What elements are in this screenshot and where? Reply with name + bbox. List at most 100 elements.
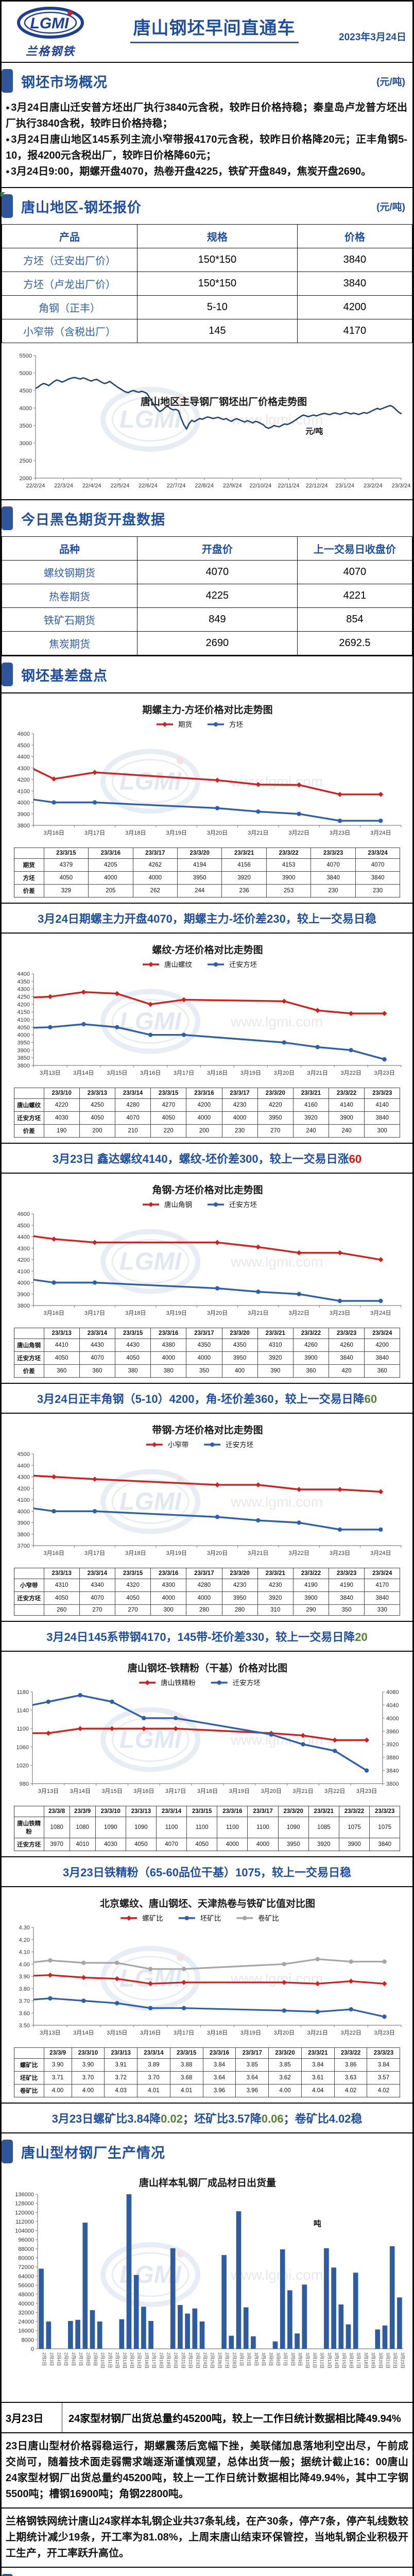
svg-text:4040: 4040 [386, 1702, 399, 1708]
svg-text:3月20日: 3月20日 [378, 2352, 383, 2368]
section-market-overview: 钢坯市场概况 (元/吨) ●3月24日唐山迁安普方坯出厂执行3840元含税，较昨… [2, 62, 412, 187]
svg-text:3月19日: 3月19日 [166, 1310, 186, 1316]
svg-text:3月20日: 3月20日 [261, 1788, 281, 1794]
svg-text:2月5日: 2月5日 [64, 2352, 69, 2366]
svg-text:22/2/24: 22/2/24 [26, 483, 45, 489]
svg-text:4400: 4400 [18, 1463, 30, 1469]
unit-label: (元/吨) [376, 199, 405, 213]
svg-text:4400: 4400 [18, 971, 30, 977]
svg-text:3月13日: 3月13日 [40, 2030, 60, 2036]
svg-text:4100: 4100 [18, 1017, 30, 1023]
svg-text:4500: 4500 [18, 742, 30, 749]
date-header: 23/3/20 [269, 2048, 302, 2059]
date-header: 23/3/20 [257, 1088, 293, 1099]
svg-text:4.10: 4.10 [19, 1950, 30, 1956]
column-header: 开盘价 [137, 537, 298, 561]
date-header: 23/3/9 [44, 2048, 72, 2059]
svg-text:3月23日: 3月23日 [400, 2352, 405, 2368]
svg-text:4100: 4100 [18, 788, 30, 794]
date-header: 23/3/15 [170, 2048, 203, 2059]
date-header: 23/3/17 [186, 1568, 222, 1579]
svg-text:3月22日: 3月22日 [288, 1550, 309, 1556]
date-header: 23/3/16 [217, 1806, 248, 1817]
svg-text:3月21日: 3月21日 [248, 830, 268, 836]
section-tab-icon [2, 2140, 13, 2163]
svg-text:3月21日: 3月21日 [292, 1788, 313, 1794]
svg-text:8000: 8000 [22, 2337, 34, 2343]
svg-text:3月19日: 3月19日 [240, 1070, 261, 1076]
svg-text:迁安方坯: 迁安方坯 [229, 961, 257, 969]
svg-text:3月18日: 3月18日 [207, 1070, 228, 1076]
svg-text:3月4日: 3月4日 [261, 2352, 266, 2366]
date-header: 23/3/21 [257, 1328, 293, 1339]
svg-text:2月12日: 2月12日 [115, 2352, 120, 2368]
production-paragraph-1: 23日唐山型材价格弱稳运行，期螺震荡后宽幅下挫，美联储加息落地利空出尽，午前成交… [2, 2432, 412, 2507]
svg-text:4.30: 4.30 [19, 1925, 30, 1931]
svg-text:3840: 3840 [386, 1768, 399, 1774]
chart-title: 角钢-方坯价格对比走势图 [152, 1184, 263, 1196]
section-title: 今日黑色期货开盘数据 [21, 509, 165, 529]
svg-text:4300: 4300 [18, 1246, 30, 1252]
svg-text:2月10日: 2月10日 [100, 2352, 106, 2368]
svg-text:3月14日: 3月14日 [334, 2352, 339, 2368]
svg-text:4500: 4500 [18, 1451, 30, 1458]
svg-text:3800: 3800 [386, 1781, 399, 1787]
svg-text:3月20日: 3月20日 [274, 1070, 295, 1076]
svg-text:128000: 128000 [15, 2201, 34, 2207]
svg-text:3月22日: 3月22日 [340, 1070, 361, 1076]
svg-text:4250: 4250 [18, 994, 30, 1001]
svg-text:2月9日: 2月9日 [93, 2352, 98, 2366]
date-header: 23/3/22 [266, 848, 310, 859]
svg-text:3月15日: 3月15日 [341, 2352, 347, 2368]
svg-text:23/1/24: 23/1/24 [335, 483, 354, 489]
svg-text:4200: 4200 [18, 1002, 30, 1008]
svg-text:3月23日: 3月23日 [330, 1550, 350, 1556]
svg-text:112000: 112000 [15, 2219, 34, 2225]
svg-text:www.lgmi.com: www.lgmi.com [230, 1014, 323, 1030]
svg-text:2月21日: 2月21日 [181, 2352, 186, 2368]
bullet-item: ●3月24日9:00，期螺开盘4070，热卷开盘4225，铁矿开盘849，焦炭开… [6, 164, 407, 180]
svg-text:22/4/24: 22/4/24 [82, 483, 101, 489]
svg-text:2000: 2000 [20, 476, 32, 482]
date-header: 23/3/21 [308, 1806, 339, 1817]
date-header: 23/3/16 [151, 1568, 186, 1579]
svg-text:3800: 3800 [18, 823, 30, 829]
svg-text:迁安方坯: 迁安方坯 [226, 1441, 253, 1449]
date-header: 23/3/15 [115, 1568, 150, 1579]
date-header: 23/3/15 [187, 1806, 217, 1817]
svg-text:小窄带: 小窄带 [168, 1440, 189, 1449]
section-tab-icon [2, 506, 13, 530]
svg-text:22/12/24: 22/12/24 [306, 483, 328, 489]
svg-text:32000: 32000 [18, 2310, 34, 2316]
svg-text:4400: 4400 [18, 754, 30, 760]
date-header: 23/3/15 [151, 1088, 186, 1099]
chart-title: 螺纹-方坯价格对比走势图 [152, 944, 263, 956]
date-header: 23/3/13 [44, 1328, 79, 1339]
section-title: 唐山型材钢厂生产情况 [21, 2142, 165, 2162]
svg-text:3月20日: 3月20日 [207, 1310, 228, 1316]
svg-text:72000: 72000 [18, 2264, 34, 2270]
svg-text:www.lgmi.com: www.lgmi.com [230, 1494, 323, 1510]
date-header: 23/3/14 [115, 1088, 150, 1099]
column-header: 品种 [2, 537, 137, 561]
svg-text:3月23日: 3月23日 [374, 2030, 394, 2036]
svg-text:LGMI: LGMI [119, 1008, 182, 1036]
svg-text:2月27日: 2月27日 [225, 2352, 230, 2368]
svg-text:22/7/24: 22/7/24 [167, 483, 186, 489]
production-paragraph-2: 兰格钢铁网统计唐山24家样本轧钢企业共37条轧线，在产30条，停产7条，停产轧线… [2, 2507, 412, 2567]
svg-text:2月3日: 2月3日 [49, 2352, 54, 2366]
date-header: 23/3/17 [222, 1088, 257, 1099]
date-header: 23/3/23 [365, 1088, 400, 1099]
lgmi-logo-name: 兰格钢铁 [7, 42, 94, 59]
svg-text:3月15日: 3月15日 [107, 1070, 127, 1076]
svg-text:3900: 3900 [18, 1520, 30, 1527]
